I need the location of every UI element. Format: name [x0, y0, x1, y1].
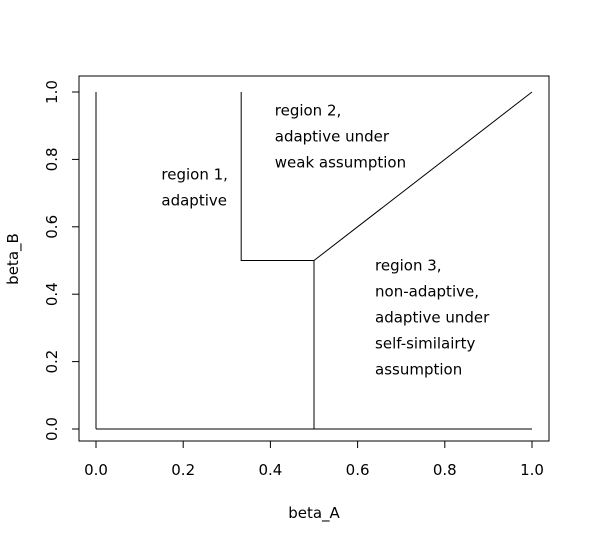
annotation-line: adaptive under [375, 309, 490, 327]
annotation-line: non-adaptive, [375, 283, 479, 301]
annotation-line: assumption [375, 361, 462, 379]
x-tick-label: 0.6 [346, 461, 370, 479]
series-layer [95, 91, 533, 430]
x-tick-label: 0.2 [171, 461, 195, 479]
region-boundary-line-4 [313, 91, 533, 261]
annotation-line: self-similairty [375, 335, 475, 353]
region-2-annotation: region 2, adaptive under weak assumption [275, 102, 406, 172]
y-tick-label: 0.0 [43, 417, 61, 441]
annotations: region 1, adaptive region 2, adaptive under… [161, 102, 490, 379]
annotation-line: adaptive under [275, 128, 390, 146]
y-axis: 0.0 0.2 0.4 0.6 0.8 1.0 [43, 80, 80, 441]
y-tick-label: 0.2 [43, 350, 61, 374]
x-axis: 0.0 0.2 0.4 0.6 0.8 1.0 [84, 440, 544, 479]
annotation-line: weak assumption [275, 154, 406, 172]
region-boundary-line-3 [240, 92, 315, 429]
annotation-line: region 2, [275, 102, 342, 120]
x-tick-label: 0.0 [84, 461, 108, 479]
region-3-annotation: region 3, non-adaptive, adaptive under self… [375, 257, 490, 379]
x-tick-label: 0.8 [433, 461, 457, 479]
x-tick-label: 0.4 [258, 461, 282, 479]
region-1-annotation: region 1, adaptive [161, 166, 228, 210]
annotation-line: adaptive [161, 192, 227, 210]
y-tick-label: 1.0 [43, 80, 61, 104]
y-tick-label: 0.6 [43, 215, 61, 239]
x-axis-label: beta_A [288, 504, 340, 523]
x-tick-label: 1.0 [520, 461, 544, 479]
annotation-line: region 3, [375, 257, 442, 275]
y-axis-label: beta_B [4, 233, 23, 285]
y-tick-label: 0.4 [43, 282, 61, 306]
annotation-line: region 1, [161, 166, 228, 184]
y-tick-label: 0.8 [43, 147, 61, 171]
